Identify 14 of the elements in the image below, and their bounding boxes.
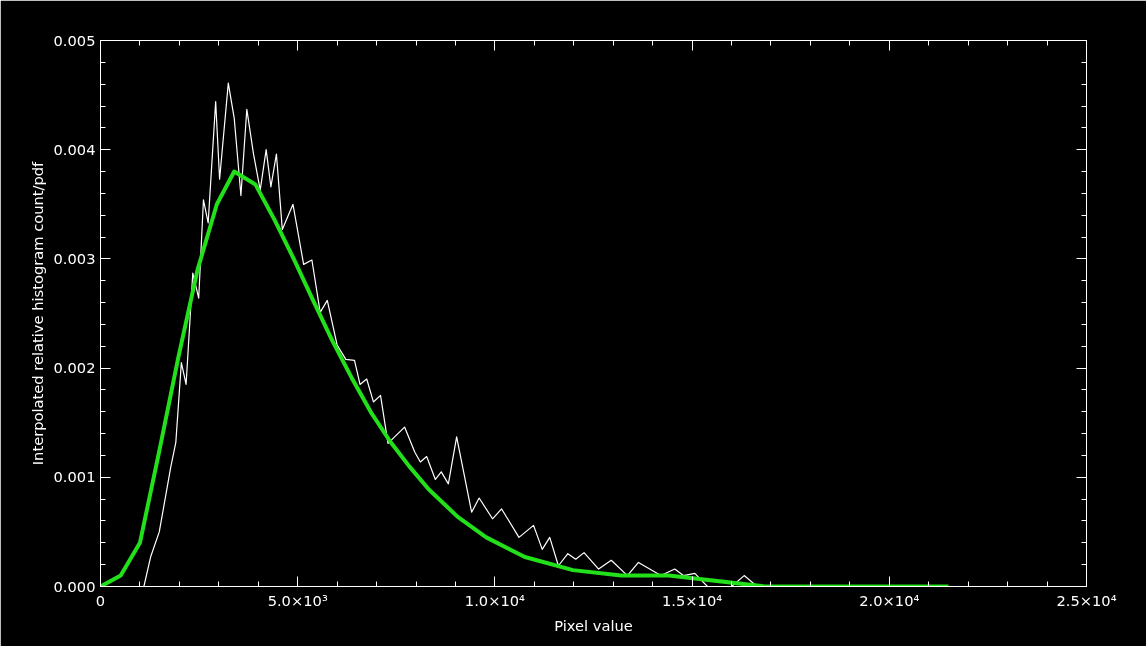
y-tick-label: 0.003 bbox=[53, 249, 96, 267]
x-tick-label: 1.5×10⁴ bbox=[662, 591, 723, 609]
x-tick-label: 2.0×10⁴ bbox=[859, 591, 920, 609]
y-axis-title: Interpolated relative histogram count/pdf bbox=[28, 160, 46, 466]
y-tick-label: 0.004 bbox=[53, 140, 96, 158]
y-tick-label: 0.002 bbox=[53, 359, 96, 377]
x-tick-label: 0 bbox=[95, 591, 106, 609]
x-tick-label: 5.0×10³ bbox=[267, 591, 328, 609]
y-tick-label: 0.000 bbox=[53, 577, 96, 595]
y-tick-label: 0.005 bbox=[53, 31, 96, 49]
x-tick-label: 2.5×10⁴ bbox=[1056, 591, 1117, 609]
y-tick-label: 0.001 bbox=[53, 468, 96, 486]
x-axis-title: Pixel value bbox=[554, 616, 633, 634]
x-tick-label: 1.0×10⁴ bbox=[464, 591, 526, 609]
